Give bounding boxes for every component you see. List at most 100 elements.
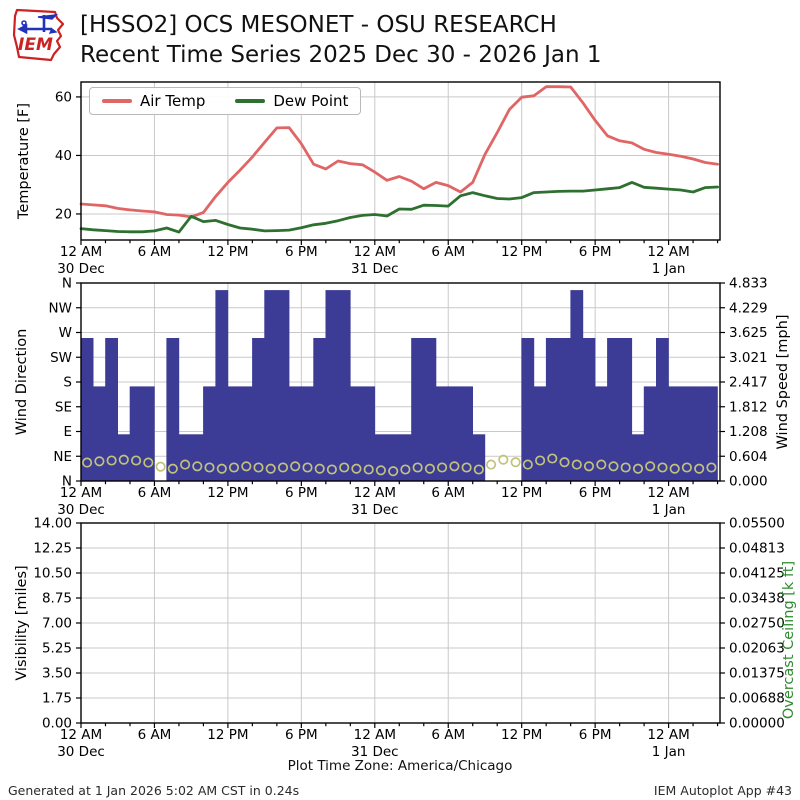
visibility-panel-spines (80, 522, 721, 728)
y-tick-label: 0.00688 (729, 691, 785, 707)
y-tick-label: S (63, 375, 72, 391)
wind-direction-bar (92, 386, 106, 481)
wind-speed-marker (437, 462, 448, 473)
y-tick-label: 4.229 (729, 300, 768, 316)
page-subtitle: Recent Time Series 2025 Dec 30 - 2026 Ja… (80, 42, 602, 68)
wind-direction-bar (276, 290, 290, 481)
wind-speed-marker (596, 459, 607, 470)
y-tick-label: 40 (55, 148, 72, 164)
y-tick-label: 10.50 (33, 566, 72, 582)
wind-speed-marker (510, 457, 521, 468)
overcast-ceiling-axis-title: Overcast Ceiling [k ft] (781, 560, 797, 720)
wind-direction-bars (80, 290, 718, 482)
weathervane-icon (17, 14, 59, 35)
wind-direction-bar (680, 386, 694, 481)
wind-speed-marker (204, 462, 215, 473)
iem-logo-text: IEM (18, 35, 53, 55)
wind-speed-marker (265, 463, 276, 474)
wind-direction-bar (705, 386, 718, 481)
wind-direction-bar (631, 434, 645, 482)
y-tick-label: E (63, 424, 72, 440)
x-tick-label: 12 AM (60, 727, 102, 743)
wind-direction-bar (533, 386, 547, 481)
wind-direction-bar (545, 338, 559, 481)
x-tick-label: 12 AM (647, 727, 689, 743)
app-id-note: IEM Autoplot App #43 (653, 783, 792, 798)
wind-direction-bar (447, 386, 461, 481)
wind-direction-bar (386, 434, 400, 482)
y-tick-label: 0.04125 (729, 566, 785, 582)
y-tick-label: 0.03438 (729, 591, 785, 607)
x-date-label: 31 Dec (351, 744, 399, 760)
wind-speed-marker (694, 463, 705, 474)
y-tick-label: 3.021 (729, 350, 768, 366)
wind-direction-bar (178, 434, 192, 482)
generated-at-note: Generated at 1 Jan 2026 5:02 AM CST in 0… (8, 783, 300, 798)
y-tick-label: 1.75 (42, 691, 72, 707)
wind-speed-marker (424, 463, 435, 474)
wind-direction-bar (374, 434, 388, 482)
y-tick-label: 4.833 (729, 276, 768, 292)
wind-direction-bar (643, 386, 657, 481)
x-tick-label: 6 AM (138, 485, 172, 501)
wind-speed-marker (547, 453, 558, 464)
y-tick-label: 1.812 (729, 399, 768, 415)
wind-panel-spines (80, 282, 721, 486)
y-tick-label: W (59, 325, 72, 341)
wind-direction-bar (521, 338, 535, 481)
x-tick-label: 12 PM (207, 727, 248, 743)
y-tick-label: N (62, 276, 72, 292)
y-tick-label: 0.01375 (729, 666, 785, 682)
wind-speed-marker (351, 463, 362, 474)
y-tick-label: N (62, 474, 72, 490)
dew-point-swatch (235, 99, 266, 103)
wind-direction-bar (350, 386, 363, 481)
y-tick-label: 12.25 (33, 541, 72, 557)
wind-speed-marker (155, 461, 166, 472)
wind-speed-marker (412, 462, 423, 473)
wind-speed-marker (375, 465, 386, 476)
wind-direction-bar (337, 290, 351, 481)
x-tick-label: 6 AM (431, 727, 465, 743)
wind-speed-marker (118, 454, 129, 465)
wind-speed-marker (241, 461, 252, 472)
y-tick-label: 0.604 (729, 449, 768, 465)
wind-speed-marker (632, 463, 644, 474)
wind-speed-marker (277, 462, 289, 473)
y-tick-label: 0.000 (729, 474, 768, 490)
wind-speed-marker (449, 461, 460, 472)
temperature-panel-spines (80, 81, 721, 245)
wind-speed-marker (669, 463, 680, 474)
x-tick-label: 12 AM (354, 244, 396, 260)
wind-direction-bar (558, 338, 571, 481)
legend: Air Temp Dew Point (89, 87, 362, 115)
wind-speed-marker (461, 462, 472, 473)
wind-speed-marker (608, 461, 619, 472)
x-tick-label: 12 AM (60, 244, 102, 260)
x-tick-label: 6 PM (285, 485, 318, 501)
x-tick-label: 12 AM (354, 485, 396, 501)
wind-speed-marker (326, 464, 337, 475)
panel-border (80, 282, 721, 482)
air-temp-line (79, 85, 719, 219)
panel-border (80, 81, 721, 241)
legend-item-dew-point: Dew Point (235, 92, 348, 110)
y-tick-label: 0.00000 (729, 716, 785, 732)
wind-direction-bar (582, 338, 596, 481)
dew-point-label: Dew Point (273, 92, 349, 110)
wind-direction-bar (215, 290, 229, 481)
y-tick-label: 0.05500 (729, 516, 785, 532)
wind-direction-bar (301, 386, 314, 481)
temperature-axis-title: Temperature [F] (16, 102, 32, 220)
wind-direction-bar (570, 290, 584, 481)
wind-speed-marker (583, 461, 595, 472)
wind-speed-marker (216, 463, 227, 474)
wind-direction-bar (141, 386, 155, 481)
wind-speed-marker (302, 462, 313, 473)
wind-direction-bar (190, 434, 204, 482)
wind-direction-bar (129, 386, 143, 481)
wind-direction-bar (252, 338, 265, 481)
wind-speed-marker (106, 455, 117, 466)
air-temp-label: Air Temp (140, 92, 206, 110)
